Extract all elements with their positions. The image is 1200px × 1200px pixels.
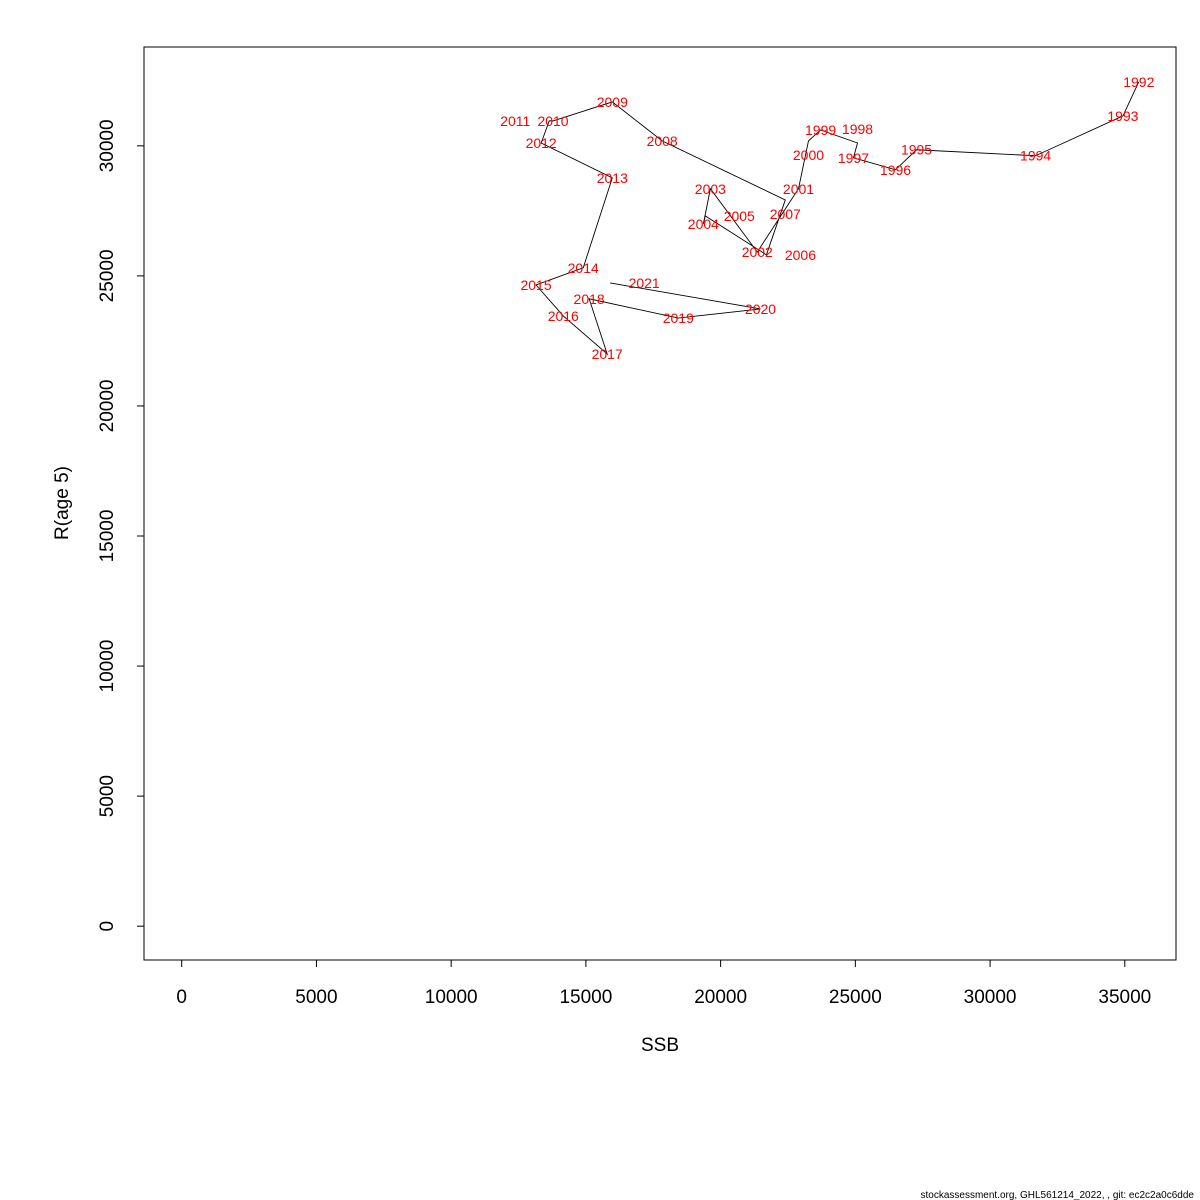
y-tick-label: 25000 [97, 249, 118, 302]
y-tick-label: 5000 [97, 775, 118, 817]
y-tick-label: 15000 [97, 510, 118, 563]
point-label-1996: 1996 [880, 162, 911, 178]
point-label-2009: 2009 [597, 94, 628, 110]
point-label-2008: 2008 [647, 133, 678, 149]
point-label-2014: 2014 [568, 260, 599, 276]
point-label-2003: 2003 [695, 181, 726, 197]
point-label-1994: 1994 [1020, 148, 1051, 164]
point-label-2016: 2016 [548, 308, 579, 324]
plot-frame [143, 46, 1177, 961]
point-labels: 1992 1993 1994 1995 1996 1997 1998 1999 2000 2001… [500, 74, 1154, 362]
point-label-2005: 2005 [724, 208, 755, 224]
x-tick-label: 5000 [295, 987, 337, 1008]
point-label-2004: 2004 [688, 216, 719, 232]
point-label-2020: 2020 [745, 301, 776, 317]
point-label-1998: 1998 [842, 121, 873, 137]
point-label-2012: 2012 [526, 135, 557, 151]
y-tick-label: 0 [97, 921, 118, 932]
x-tick-label: 15000 [559, 987, 612, 1008]
point-label-2011: 2011 [500, 113, 530, 129]
point-label-1997: 1997 [838, 150, 869, 166]
y-axis: 0 5000 10000 15000 20000 25000 30000 [97, 119, 145, 932]
point-label-2018: 2018 [574, 291, 605, 307]
y-tick-label: 20000 [97, 380, 118, 433]
point-label-2000: 2000 [793, 147, 824, 163]
x-tick-label: 25000 [829, 987, 882, 1008]
x-tick-label: 20000 [694, 987, 747, 1008]
y-tick-label: 30000 [97, 119, 118, 172]
point-label-2017: 2017 [592, 346, 623, 362]
x-tick-label: 30000 [964, 987, 1017, 1008]
x-axis: 0 5000 10000 15000 20000 25000 30000 35000 [176, 959, 1151, 1008]
footer-text: stockassessment.org, GHL561214_2022, , g… [920, 1190, 1194, 1200]
y-tick-label: 10000 [97, 640, 118, 693]
point-label-2021: 2021 [629, 275, 660, 291]
x-tick-label: 0 [176, 987, 187, 1008]
series-line [535, 81, 1140, 356]
x-axis-label: SSB [641, 1035, 679, 1056]
point-label-1995: 1995 [901, 142, 932, 158]
point-label-1999: 1999 [805, 122, 836, 138]
point-label-2015: 2015 [520, 277, 551, 293]
point-label-1993: 1993 [1107, 108, 1138, 124]
point-label-1992: 1992 [1123, 74, 1154, 90]
point-label-2006: 2006 [785, 247, 816, 263]
x-tick-label: 35000 [1098, 987, 1151, 1008]
point-label-2007: 2007 [770, 206, 801, 222]
point-label-2013: 2013 [597, 170, 628, 186]
x-tick-label: 10000 [425, 987, 478, 1008]
point-label-2001: 2001 [783, 181, 814, 197]
point-label-2010: 2010 [537, 113, 568, 129]
y-axis-label: R(age 5) [52, 466, 73, 540]
point-label-2002: 2002 [742, 244, 773, 260]
point-label-2019: 2019 [663, 310, 694, 326]
